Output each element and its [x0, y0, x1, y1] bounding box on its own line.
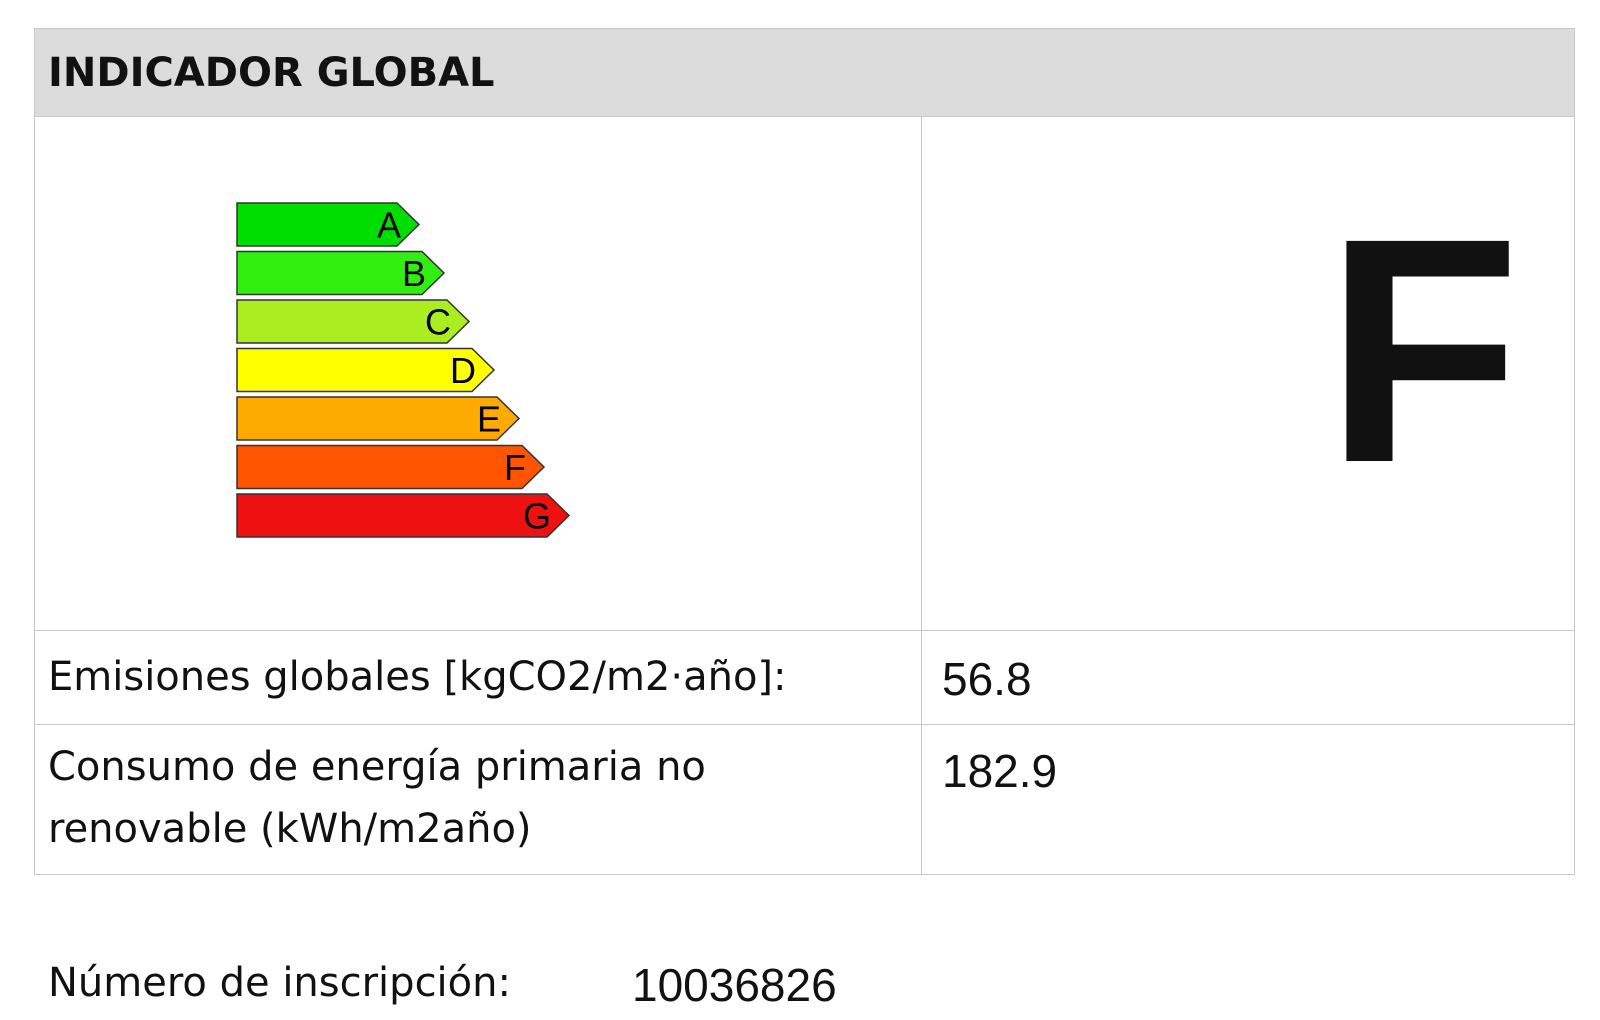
scale-arrow — [236, 299, 471, 344]
scale-arrow — [236, 444, 546, 490]
scale-letter: C — [425, 302, 451, 343]
scale-arrow — [236, 250, 446, 296]
row-2-label: Consumo de energía primaria no renovable… — [48, 744, 706, 852]
row-1-value: 56.8 — [942, 653, 1032, 705]
footer-value: 10036826 — [632, 959, 837, 1011]
scale-letter: B — [402, 253, 426, 294]
header-bar — [34, 28, 1575, 117]
row-2-value: 182.9 — [942, 745, 1058, 797]
scale-letter: F — [504, 447, 526, 488]
rating-letter: F — [1325, 171, 1521, 529]
footer-label: Número de inscripción: — [48, 960, 511, 1006]
header-title: INDICADOR GLOBAL — [48, 50, 495, 96]
scale-arrow — [236, 396, 521, 441]
row-1-label: Emisiones globales [kgCO2/m2·año]: — [48, 654, 787, 700]
scale-letter: E — [477, 399, 501, 440]
scale-letter: A — [377, 205, 401, 246]
scale-letter: G — [523, 496, 551, 537]
scale-arrow — [236, 202, 421, 247]
scale-arrow — [236, 493, 571, 538]
row-2-value-cell — [921, 724, 1575, 875]
scale-letter: D — [450, 350, 476, 391]
scale-arrow — [236, 347, 496, 393]
